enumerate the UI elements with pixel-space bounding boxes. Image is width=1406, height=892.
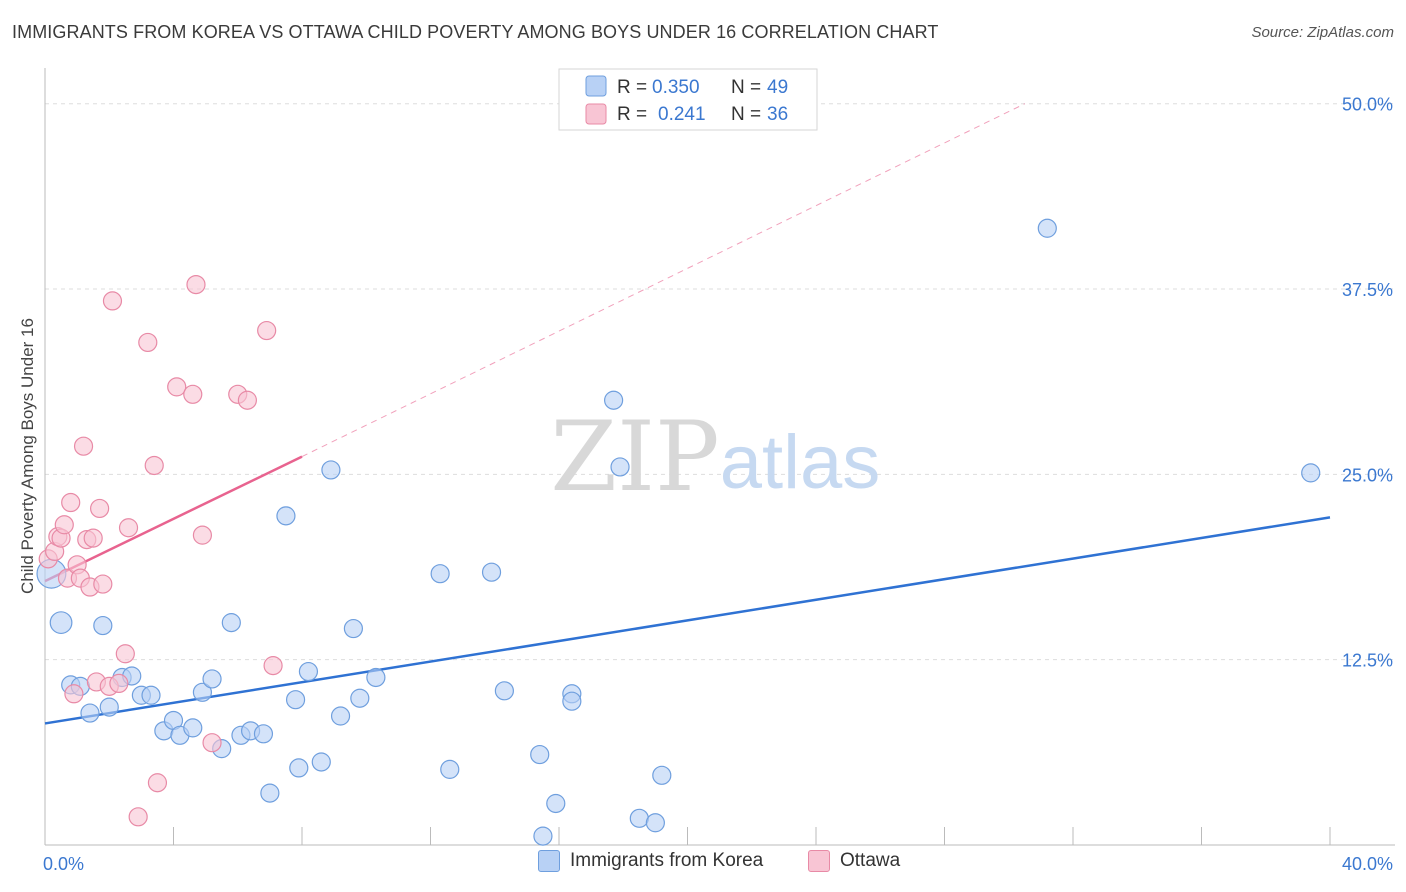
trend-line-ottawa-extended [301,103,1026,458]
point-korea [253,724,274,744]
grid-lines [45,103,1395,661]
point-korea [1301,463,1321,483]
point-korea [311,752,331,772]
point-ottawa [183,384,203,404]
point-ottawa [202,733,222,753]
point-korea [562,691,582,711]
point-ottawa [167,377,187,397]
point-korea [343,618,363,639]
point-korea [350,688,370,708]
point-korea [533,826,553,846]
point-korea [298,661,319,682]
point-ottawa [138,332,158,353]
stats-r-value-ottawa: 0.241 [658,104,706,125]
point-korea [289,758,309,778]
y-tick-label: 37.5% [1342,280,1393,300]
watermark: ZIP atlas [550,401,880,513]
y-tick-label: 50.0% [1342,95,1393,115]
stats-n-value-korea: 49 [767,77,788,98]
point-korea [202,669,222,689]
stats-r-value-korea: 0.350 [652,77,700,98]
point-korea [141,685,161,705]
trend-lines [44,103,1331,725]
stats-swatch-korea [585,75,607,97]
point-korea [481,562,502,582]
point-ottawa [118,518,139,538]
point-ottawa [128,807,148,827]
y-axis-label: Child Poverty Among Boys Under 16 [18,318,37,594]
data-points [36,218,1321,846]
point-korea [49,611,73,635]
point-korea [99,697,119,717]
watermark-zip: ZIP [550,401,719,513]
point-korea [645,813,665,833]
chart-title: IMMIGRANTS FROM KOREA VS OTTAWA CHILD PO… [12,22,939,42]
point-ottawa [192,525,213,545]
point-korea [610,457,630,477]
point-korea [80,703,100,723]
point-ottawa [144,455,164,476]
watermark-atlas: atlas [720,420,881,505]
point-korea [494,681,514,701]
point-ottawa [54,515,74,535]
point-ottawa [64,684,84,704]
point-korea [93,615,113,636]
point-korea [1037,218,1057,238]
point-korea [604,390,624,410]
point-ottawa [102,291,123,311]
point-ottawa [73,436,94,456]
point-korea [629,808,649,828]
point-korea [546,793,566,814]
point-korea [260,783,280,803]
point-ottawa [93,574,113,594]
stats-r-label-ottawa: R = [617,104,647,125]
stats-r-label-korea: R = [617,77,647,98]
legend-label-ottawa: Ottawa [840,850,901,871]
tick-labels: 12.5% 25.0% 37.5% 50.0% 0.0% 40.0% [43,95,1393,874]
point-ottawa [115,644,135,664]
point-korea [321,460,341,480]
point-korea [285,690,306,710]
point-ottawa [257,320,277,341]
point-korea [652,765,672,785]
series-legend: Immigrants from Korea Ottawa [0,850,1406,880]
point-korea [192,682,213,702]
stats-swatch-ottawa [585,103,607,125]
point-korea [276,506,296,526]
point-korea [366,667,386,688]
source-credit: Source: ZipAtlas.com [1251,24,1394,41]
axes [44,68,1395,846]
y-tick-label: 25.0% [1342,465,1393,485]
point-ottawa [90,498,110,519]
legend-item-ottawa[interactable]: Ottawa [808,850,900,872]
x-tick-label: 40.0% [1342,854,1393,874]
legend-swatch-ottawa [808,850,830,872]
point-ottawa [186,274,206,295]
point-korea [440,759,460,779]
point-korea [530,744,550,765]
point-ottawa [237,390,257,410]
stats-n-label-korea: N = [731,77,761,98]
trend-line-korea [44,516,1331,725]
legend-label-korea: Immigrants from Korea [570,850,764,871]
point-ottawa [147,773,168,793]
point-ottawa [61,492,81,513]
y-tick-label: 12.5% [1342,651,1393,671]
x-tick-label: 0.0% [43,854,84,874]
point-korea [330,706,351,726]
point-korea [221,613,241,633]
trend-line-ottawa [44,455,303,583]
stats-n-value-ottawa: 36 [767,104,788,125]
legend-swatch-korea [538,850,560,872]
point-korea [183,718,203,738]
point-ottawa [109,673,129,694]
point-korea [430,564,450,584]
stats-n-label-ottawa: N = [731,104,761,125]
legend-item-korea[interactable]: Immigrants from Korea [538,850,763,872]
stats-legend: R = 0.350 N = 49 R = 0.241 N = 36 [558,68,818,131]
point-ottawa [83,528,103,548]
point-ottawa [263,656,283,676]
